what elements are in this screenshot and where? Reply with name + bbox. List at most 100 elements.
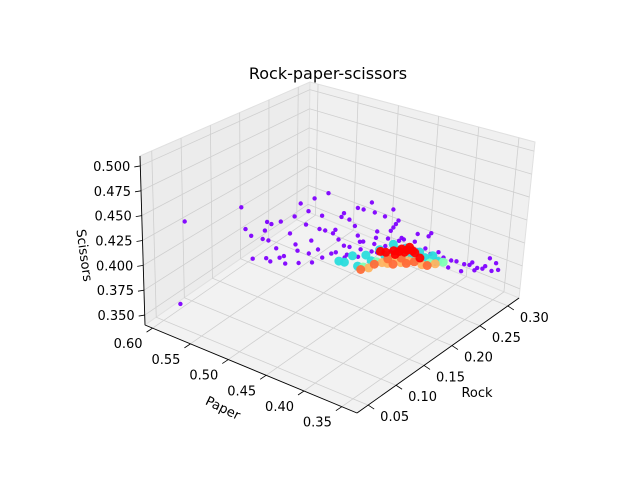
data-point [309,238,314,243]
grid-line-y [341,137,520,408]
data-point [250,256,255,261]
y-tick-mark [146,327,153,333]
data-point [334,256,344,266]
data-point [333,250,338,255]
grid-line-x [209,125,425,366]
grid-lines [140,84,535,408]
data-point [347,244,352,250]
data-point [449,258,454,263]
data-point [369,249,374,254]
grid-line-z [140,108,532,192]
data-point [303,222,309,227]
grid-line-x [239,112,453,346]
z-tick-label: 0.375 [97,284,134,299]
data-point [312,196,317,201]
tick-labels: 0.05 0.10 0.15 0.20 0.25 0.30 0.35 0.40 0.45 0.50… [93,160,549,431]
grid-line-x [296,87,508,307]
data-point [388,259,398,269]
data-point [415,231,420,237]
data-point [268,259,273,264]
z-tick-label: 0.475 [94,185,131,200]
z-axis-label: Scissors [72,228,94,282]
data-point [436,250,441,255]
data-point [391,207,396,212]
data-point [264,256,269,261]
data-point [178,301,183,307]
grid-line-z [143,165,525,266]
data-point [341,211,347,216]
x-tick-label: 0.20 [464,351,493,366]
data-point [326,191,331,196]
data-point [296,260,301,266]
data-point [249,233,254,238]
z-tick-label: 0.500 [93,160,130,175]
data-point [428,251,438,261]
data-point [412,239,417,244]
data-point [385,236,391,241]
y-tick-label: 0.45 [227,384,256,399]
y-tick-mark [222,359,229,364]
data-point [292,214,297,219]
data-point [333,227,338,232]
data-point [309,260,315,265]
data-point [239,205,244,210]
data-point [426,234,431,239]
grid-line-z [142,146,528,241]
data-point [287,231,293,236]
z-tick-mark [134,165,141,168]
data-point [423,246,428,251]
data-point [388,228,393,233]
x-tick-mark [479,325,487,331]
y-tick-mark [259,374,267,380]
grid-line-x [180,138,397,386]
data-point [390,250,400,259]
data-point [260,236,265,242]
data-point [243,226,248,232]
data-point [339,214,344,220]
data-point [357,239,363,244]
z-tick-label: 0.400 [96,259,133,274]
data-point [356,265,366,274]
x-tick-label: 0.25 [492,331,521,346]
data-point [372,210,377,215]
data-point [336,237,341,242]
y-tick-label: 0.40 [265,400,294,415]
data-point [277,255,282,260]
data-point [269,221,274,227]
data-point [295,248,300,253]
data-point [355,205,361,211]
grid-line-z [141,127,530,217]
data-point [373,235,379,240]
grid-line-x [151,150,369,406]
data-point [347,217,352,222]
data-point [483,264,488,269]
data-point [306,251,311,256]
data-point [391,225,396,230]
data-point [329,251,334,256]
data-point [281,253,287,259]
data-point [330,231,336,236]
z-tick-mark [136,240,143,242]
x-tick-mark [395,384,403,390]
data-point [401,258,411,268]
x-tick-mark [451,345,459,350]
y-tick-mark [184,343,191,349]
x-tick-mark [423,365,431,370]
data-point [399,235,404,241]
z-tick-mark [137,289,145,292]
data-point [383,243,388,249]
data-point [361,250,371,260]
data-point [283,261,288,266]
data-point [264,219,270,225]
data-point [274,246,279,251]
data-point [462,262,467,267]
data-point [372,241,377,247]
grid-line-z [140,89,535,167]
z-tick-label: 0.450 [95,210,132,225]
data-point [298,201,303,206]
data-point [278,219,283,224]
y-tick-mark [335,406,343,412]
chart-title: Rock-paper-scissors [249,64,407,83]
